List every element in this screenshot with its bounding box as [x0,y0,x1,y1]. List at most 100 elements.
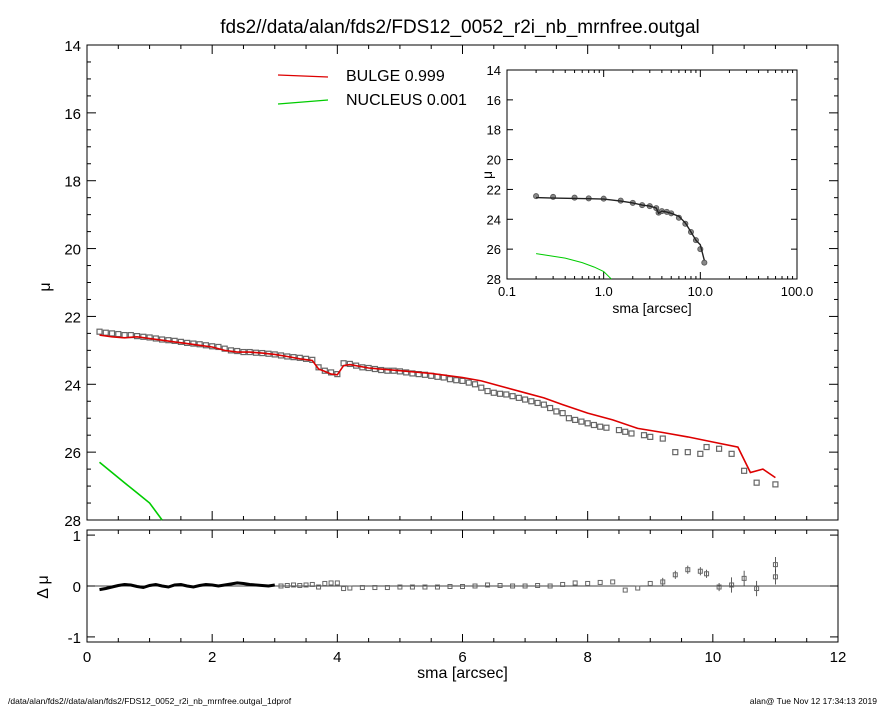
residual-point [316,584,322,590]
residual-point [434,584,440,590]
residual-point [741,575,747,581]
data-point [572,416,579,424]
residual-point [635,585,641,591]
data-point [478,384,485,391]
residual-point [284,582,290,588]
residual-point [522,583,528,589]
residual-y-tick-label: 1 [73,528,81,545]
data-point [559,410,566,417]
residual-point [322,580,328,586]
data-point [672,449,679,456]
data-point [459,377,466,384]
data-point [346,360,353,368]
data-point [603,424,610,431]
residual-point [422,584,428,590]
y-tick-label: 20 [64,242,81,259]
inset-y-tick-label: 26 [487,242,501,257]
y-tick-label: 16 [64,106,81,123]
residual-point [303,582,309,588]
data-point [521,396,529,403]
x-axis-label: sma [arcsec] [417,665,508,682]
residual-point [685,567,691,573]
residual-point [772,562,778,568]
y-tick-label: 18 [64,174,81,191]
inset-y-tick-label: 28 [487,272,501,287]
inset-y-tick-label: 16 [487,93,501,108]
residual-point [447,584,453,590]
residual-y-tick-label: 0 [73,579,81,596]
legend-swatch-nucleus [277,99,329,105]
data-point [640,432,648,439]
data-point [115,330,122,338]
residual-point [716,584,722,590]
residual-point [359,585,365,591]
residual-point [560,581,566,587]
bulge-line [99,334,776,479]
residual-point [622,587,628,593]
data-point [409,370,416,377]
residual-point [297,582,303,588]
data-point [647,433,654,440]
data-point [578,418,585,425]
inset-bulge-line [536,196,705,261]
data-point [121,331,128,339]
residual-point [754,586,760,592]
inset-y-tick-label: 24 [487,212,501,227]
inset-x-tick-label: 100.0 [781,284,814,299]
residual-x-tick-label: 2 [208,649,216,666]
residual-point [460,584,465,590]
data-point [547,404,554,412]
data-point [703,443,710,451]
residual-point [291,582,297,588]
residual-point [585,580,591,586]
inset-y-tick-label: 20 [487,153,501,168]
data-point [496,390,504,397]
residual-point [704,571,710,577]
data-point [565,415,572,422]
residual-point [729,582,735,588]
data-point [540,401,547,408]
residual-point [485,582,491,588]
inset-x-tick-label: 10.0 [688,284,713,299]
residual-point [328,580,334,586]
residual-y-tick-label: -1 [68,630,81,647]
data-point [102,329,109,336]
data-point [453,377,460,384]
residual-y-axis-label: Δ μ [35,575,52,598]
data-point [509,393,516,400]
residual-point [309,581,315,587]
residual-point [341,586,347,592]
data-point [659,435,666,442]
residual-point [535,582,541,588]
footer-left: /data/alan/fds2//data/alan/fds2/FDS12_00… [8,696,292,706]
residual-x-tick-label: 10 [704,649,721,666]
legend: BULGE 0.999 NUCLEUS 0.001 [277,68,467,109]
inset-y-tick-label: 22 [487,182,501,197]
residual-point [472,583,478,589]
residual-point [660,579,666,585]
footer-right: alan@ Tue Nov 12 17:34:13 2019 [750,696,878,706]
residual-point [572,580,578,586]
data-point [528,398,535,405]
residual-point [372,585,378,591]
data-point [96,328,103,335]
inset-x-axis-label: sma [arcsec] [612,300,691,316]
legend-swatch-bulge [277,74,329,78]
residual-x-tick-label: 0 [83,649,91,666]
data-point [715,445,723,452]
data-point [597,423,604,430]
inset-frame [506,69,798,280]
nucleus-line [98,461,163,521]
residual-point [334,580,340,586]
inset-y-tick-label: 14 [487,63,501,78]
residual-x-tick-label: 12 [830,649,847,666]
inset-y-axis-label: μ [479,171,495,179]
data-point [503,391,510,398]
data-point [684,449,691,456]
data-point [133,333,141,340]
data-point [584,420,591,427]
y-tick-label: 28 [64,513,81,530]
main-plot: 14 16 18 20 22 24 26 28 μ [37,38,839,530]
